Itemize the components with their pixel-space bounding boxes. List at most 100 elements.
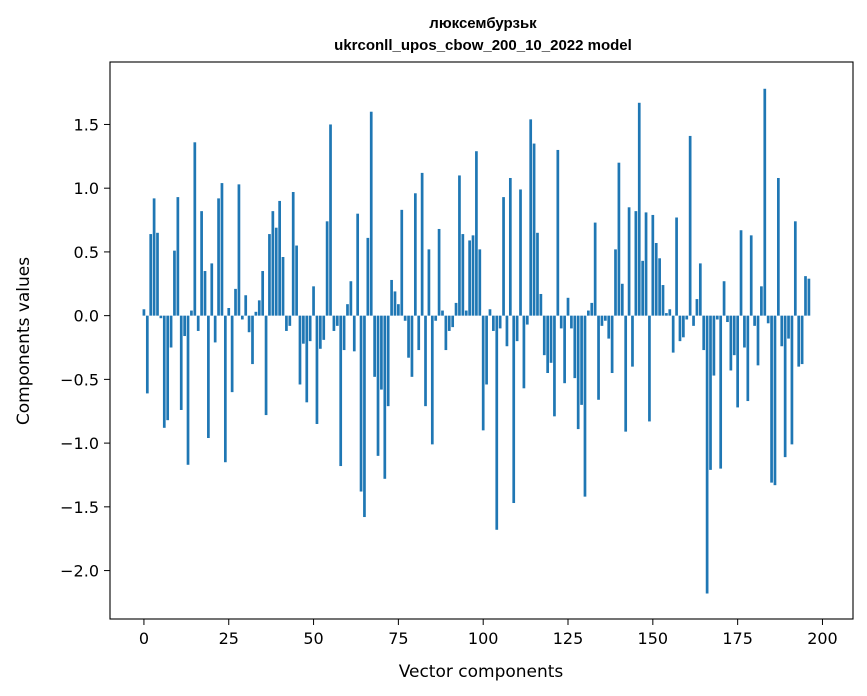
- x-tick-label: 75: [388, 629, 408, 648]
- bar-16: [196, 315, 200, 331]
- bar-52: [318, 315, 322, 349]
- x-axis-ticks: 0 25 50 75 100 125 150 175 200: [139, 619, 838, 648]
- bar-106: [502, 197, 505, 316]
- bar-102: [488, 309, 492, 316]
- bar-147: [641, 260, 645, 316]
- bar-163: [695, 299, 699, 316]
- bar-141: [620, 283, 624, 316]
- x-tick-label: 125: [553, 629, 584, 648]
- bar-31: [247, 315, 251, 333]
- bar-64: [359, 315, 363, 492]
- bar-5: [159, 315, 163, 319]
- bar-1: [145, 315, 149, 394]
- bar-13: [186, 315, 190, 465]
- bar-131: [587, 310, 590, 316]
- bar-63: [356, 213, 360, 316]
- x-tick-label: 150: [638, 629, 669, 648]
- bar-53: [322, 315, 326, 340]
- chart-title: люксембурзьк: [429, 15, 537, 32]
- y-tick-label: 1.0: [74, 179, 99, 198]
- bar-134: [597, 315, 600, 400]
- bar-144: [631, 315, 634, 367]
- bar-75: [397, 304, 400, 316]
- bar-0: [142, 309, 146, 316]
- bar-155: [668, 309, 672, 316]
- bar-176: [739, 230, 743, 316]
- y-axis-ticks: −2.0 −1.5 −1.0 −0.5 0.0 0.5 1.0 1.5: [60, 115, 110, 581]
- bar-56: [332, 315, 336, 331]
- bar-94: [461, 234, 465, 316]
- bar-189: [783, 315, 787, 458]
- bar-137: [607, 315, 611, 339]
- bar-172: [726, 315, 729, 323]
- bar-28: [237, 184, 241, 316]
- bar-91: [451, 315, 455, 328]
- x-tick-label: 50: [303, 629, 323, 648]
- bar-27: [234, 288, 237, 316]
- bar-58: [339, 315, 343, 467]
- bar-138: [610, 315, 614, 374]
- bar-162: [692, 315, 695, 326]
- bar-156: [671, 315, 675, 353]
- bar-157: [675, 217, 678, 316]
- bars-group: [142, 88, 811, 594]
- bar-174: [732, 315, 736, 356]
- bar-182: [760, 286, 763, 316]
- bar-37: [268, 234, 271, 316]
- bar-109: [512, 315, 516, 504]
- bar-186: [773, 315, 777, 486]
- bar-23: [220, 183, 224, 316]
- bar-192: [793, 221, 797, 316]
- bar-69: [376, 315, 380, 456]
- bar-100: [481, 315, 485, 431]
- bar-11: [179, 315, 183, 410]
- chart-subtitle: ukrconll_upos_cbow_200_10_2022 model: [334, 37, 632, 54]
- bar-194: [800, 315, 804, 365]
- bar-49: [308, 315, 312, 342]
- bar-74: [393, 291, 397, 316]
- y-tick-label: 0.0: [74, 307, 99, 326]
- bar-160: [685, 315, 689, 320]
- y-tick-label: 1.5: [74, 115, 99, 134]
- bar-183: [763, 88, 767, 316]
- y-tick-label: −1.5: [60, 498, 99, 517]
- bar-103: [492, 315, 495, 331]
- bar-45: [295, 245, 298, 316]
- bar-70: [380, 315, 383, 390]
- bar-3: [152, 198, 156, 316]
- bar-177: [743, 315, 746, 348]
- bar-40: [278, 200, 281, 316]
- bar-72: [386, 315, 390, 407]
- bar-145: [634, 211, 638, 316]
- bar-32: [251, 315, 254, 365]
- bar-76: [400, 209, 404, 316]
- bar-191: [790, 315, 794, 445]
- bar-121: [553, 315, 556, 417]
- y-tick-label: −1.0: [60, 434, 99, 453]
- bar-170: [719, 315, 723, 469]
- bar-175: [736, 315, 739, 408]
- bar-18: [203, 271, 207, 316]
- bar-77: [403, 315, 407, 321]
- bar-168: [712, 315, 716, 376]
- bar-67: [369, 111, 373, 316]
- bar-54: [325, 221, 329, 316]
- bar-122: [556, 149, 560, 316]
- bar-83: [424, 315, 427, 407]
- plot-frame: [109, 61, 854, 620]
- bar-107: [505, 315, 509, 347]
- x-tick-label: 100: [468, 629, 499, 648]
- bar-158: [678, 315, 682, 342]
- bar-22: [217, 198, 220, 316]
- bar-126: [570, 315, 573, 329]
- bar-133: [593, 222, 597, 316]
- y-tick-label: −2.0: [60, 562, 99, 581]
- bar-167: [709, 315, 712, 470]
- bar-85: [430, 315, 434, 445]
- bar-89: [444, 315, 448, 351]
- y-tick-label: −0.5: [60, 370, 99, 389]
- bar-152: [658, 258, 661, 316]
- bar-132: [590, 302, 594, 316]
- bar-195: [804, 276, 807, 316]
